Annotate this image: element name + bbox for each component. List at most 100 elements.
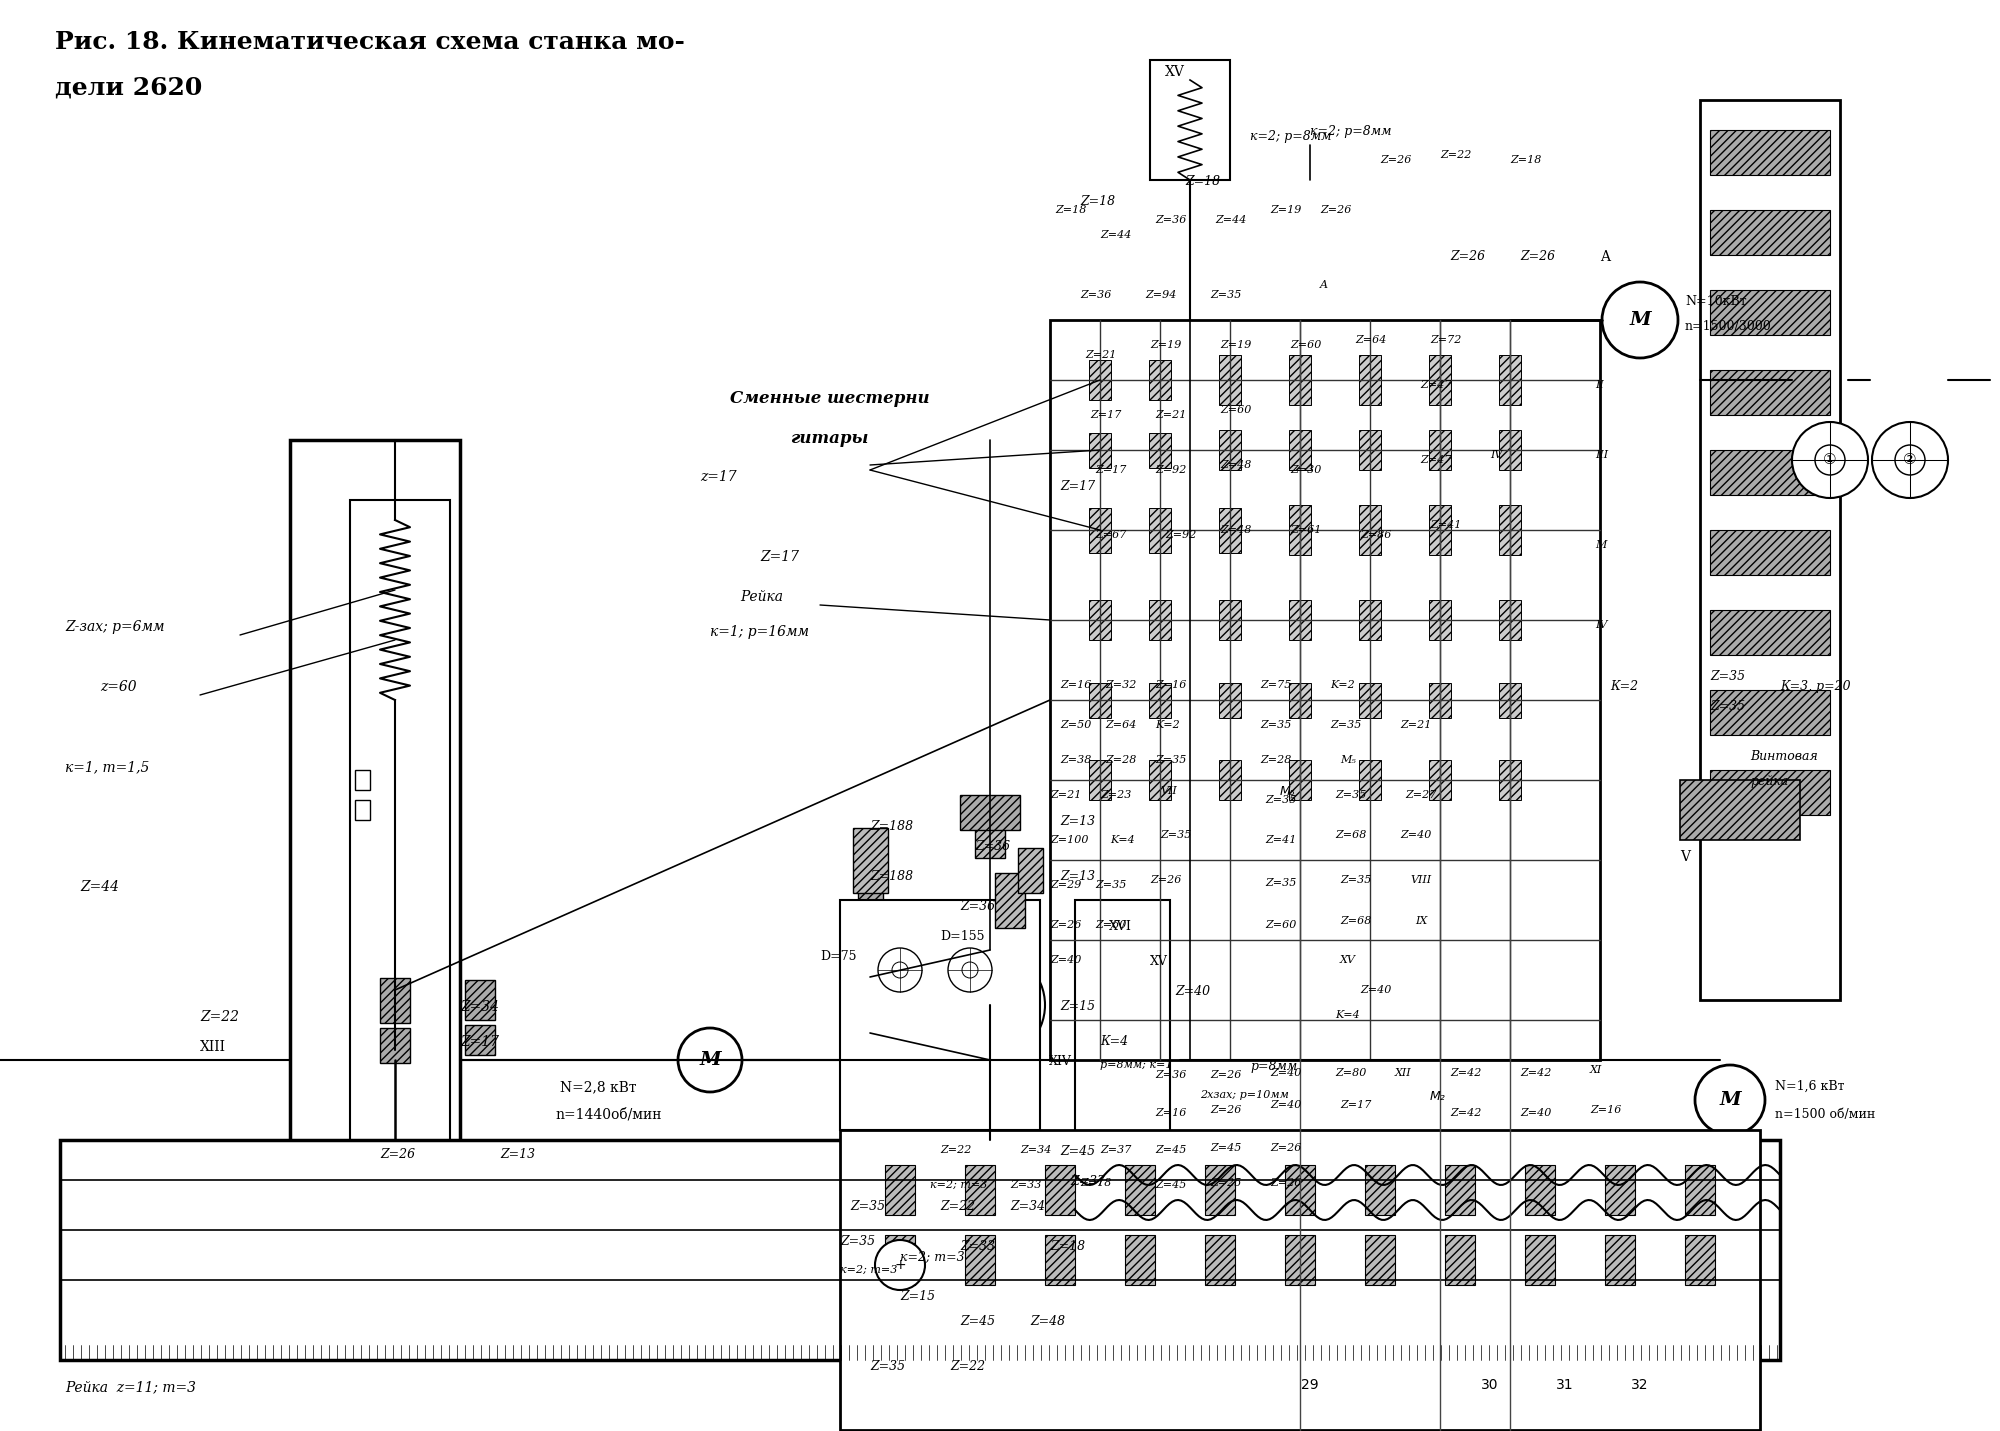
Bar xyxy=(1148,760,1172,800)
Bar xyxy=(1360,600,1380,640)
Text: Z=68: Z=68 xyxy=(1336,830,1366,840)
Text: Z=72: Z=72 xyxy=(1430,335,1462,345)
Bar xyxy=(1710,449,1830,495)
Text: Z=64: Z=64 xyxy=(1356,335,1386,345)
Text: Z=17: Z=17 xyxy=(1060,479,1096,494)
Bar xyxy=(1148,432,1172,468)
Text: Z=13: Z=13 xyxy=(1060,870,1096,883)
Text: Z=32: Z=32 xyxy=(1104,680,1136,690)
Text: гитары: гитары xyxy=(790,429,868,446)
Text: Z=30: Z=30 xyxy=(1290,465,1322,475)
Bar xyxy=(1148,683,1172,717)
Text: Z=94: Z=94 xyxy=(1144,290,1176,301)
Text: XIV: XIV xyxy=(1048,1055,1072,1068)
Bar xyxy=(380,977,410,1023)
Text: n=1500 об/мин: n=1500 об/мин xyxy=(1776,1108,1876,1120)
Circle shape xyxy=(1282,1357,1338,1412)
Text: Z=50: Z=50 xyxy=(1060,720,1092,730)
Text: ①: ① xyxy=(1824,452,1836,468)
Bar xyxy=(1288,505,1312,555)
Bar xyxy=(1360,683,1380,717)
Text: Z=22: Z=22 xyxy=(940,1145,972,1155)
Text: Рис. 18. Кинематическая схема станка мо-: Рис. 18. Кинематическая схема станка мо- xyxy=(56,30,684,54)
Text: Рейка: Рейка xyxy=(740,590,784,604)
Text: Z=188: Z=188 xyxy=(870,870,914,883)
Text: к=2; р=8мм: к=2; р=8мм xyxy=(1310,124,1392,137)
Text: Z=16: Z=16 xyxy=(1156,1108,1186,1118)
Bar xyxy=(1710,770,1830,816)
Bar xyxy=(1684,1235,1716,1285)
Text: M₅: M₅ xyxy=(1340,756,1356,766)
Text: IV: IV xyxy=(1596,620,1608,630)
Text: XV: XV xyxy=(1164,64,1184,79)
Bar xyxy=(1204,1235,1236,1285)
Text: М: М xyxy=(700,1050,720,1069)
Bar xyxy=(1018,847,1042,893)
Circle shape xyxy=(1792,422,1868,498)
Text: Z=16: Z=16 xyxy=(1590,1105,1622,1115)
Bar xyxy=(464,980,496,1020)
Text: Z=68: Z=68 xyxy=(1340,916,1372,926)
Bar xyxy=(852,827,888,893)
Text: Z=34: Z=34 xyxy=(460,1000,500,1015)
Text: Z=23: Z=23 xyxy=(1100,790,1132,800)
Bar xyxy=(1288,355,1312,405)
Text: Z=36: Z=36 xyxy=(976,840,1010,853)
Circle shape xyxy=(876,1241,924,1289)
Text: Z=45: Z=45 xyxy=(1060,1145,1096,1158)
Text: к=2; m=3: к=2; m=3 xyxy=(840,1265,898,1275)
Bar xyxy=(1220,600,1240,640)
Text: дели 2620: дели 2620 xyxy=(56,74,202,99)
Bar xyxy=(1700,100,1840,1000)
Text: 30: 30 xyxy=(1482,1378,1498,1392)
Text: IV: IV xyxy=(1490,449,1502,459)
Text: Z=35: Z=35 xyxy=(1096,880,1126,890)
Text: Z=26: Z=26 xyxy=(1210,1105,1242,1115)
Text: Z=47: Z=47 xyxy=(1420,455,1452,465)
Circle shape xyxy=(842,977,898,1033)
Bar xyxy=(1148,508,1172,552)
Bar xyxy=(1710,610,1830,655)
Text: XII: XII xyxy=(1396,1068,1412,1078)
Text: n=1500/3000: n=1500/3000 xyxy=(1684,321,1772,333)
Bar xyxy=(840,1130,1760,1430)
Text: Z=26: Z=26 xyxy=(1320,205,1352,215)
Bar xyxy=(1124,1235,1156,1285)
Bar xyxy=(356,800,370,820)
Bar xyxy=(1428,600,1452,640)
Text: Z=37: Z=37 xyxy=(1100,1145,1132,1155)
Bar xyxy=(1124,1165,1156,1215)
Text: II: II xyxy=(1596,381,1604,391)
Text: D=155: D=155 xyxy=(940,930,984,943)
Bar xyxy=(1526,1165,1556,1215)
Text: Z=45: Z=45 xyxy=(1156,1145,1186,1155)
Text: Z=21: Z=21 xyxy=(1084,351,1116,361)
Bar xyxy=(464,1025,496,1055)
Text: Рейка  z=11; m=3: Рейка z=11; m=3 xyxy=(64,1379,196,1394)
Bar xyxy=(1364,1165,1396,1215)
Text: Z=28: Z=28 xyxy=(1260,756,1292,766)
Text: Z=42: Z=42 xyxy=(1520,1068,1552,1078)
Text: XV: XV xyxy=(1340,954,1356,964)
Bar xyxy=(1710,290,1830,335)
Text: Z=18: Z=18 xyxy=(1184,175,1220,187)
Text: Z=60: Z=60 xyxy=(1290,341,1322,351)
Text: Z=48: Z=48 xyxy=(1220,459,1252,469)
Text: к=2; m=3: к=2; m=3 xyxy=(900,1251,964,1264)
Text: Z=13: Z=13 xyxy=(1060,816,1096,829)
Text: Z=26: Z=26 xyxy=(380,1148,416,1161)
Circle shape xyxy=(1536,1357,1592,1412)
Text: K=4: K=4 xyxy=(1336,1010,1360,1020)
Bar xyxy=(1288,683,1312,717)
Text: Z=35: Z=35 xyxy=(1210,290,1242,301)
Text: к=1, m=1,5: к=1, m=1,5 xyxy=(64,760,150,774)
Bar xyxy=(1050,321,1600,1060)
Bar xyxy=(1500,429,1522,469)
Text: Z=38: Z=38 xyxy=(1060,756,1092,766)
Text: М: М xyxy=(1720,1090,1740,1109)
Bar xyxy=(1360,355,1380,405)
Bar xyxy=(1680,780,1800,840)
Text: Z=40: Z=40 xyxy=(1050,954,1082,964)
Text: Z=16: Z=16 xyxy=(1156,680,1186,690)
Text: VIII: VIII xyxy=(1410,874,1432,884)
